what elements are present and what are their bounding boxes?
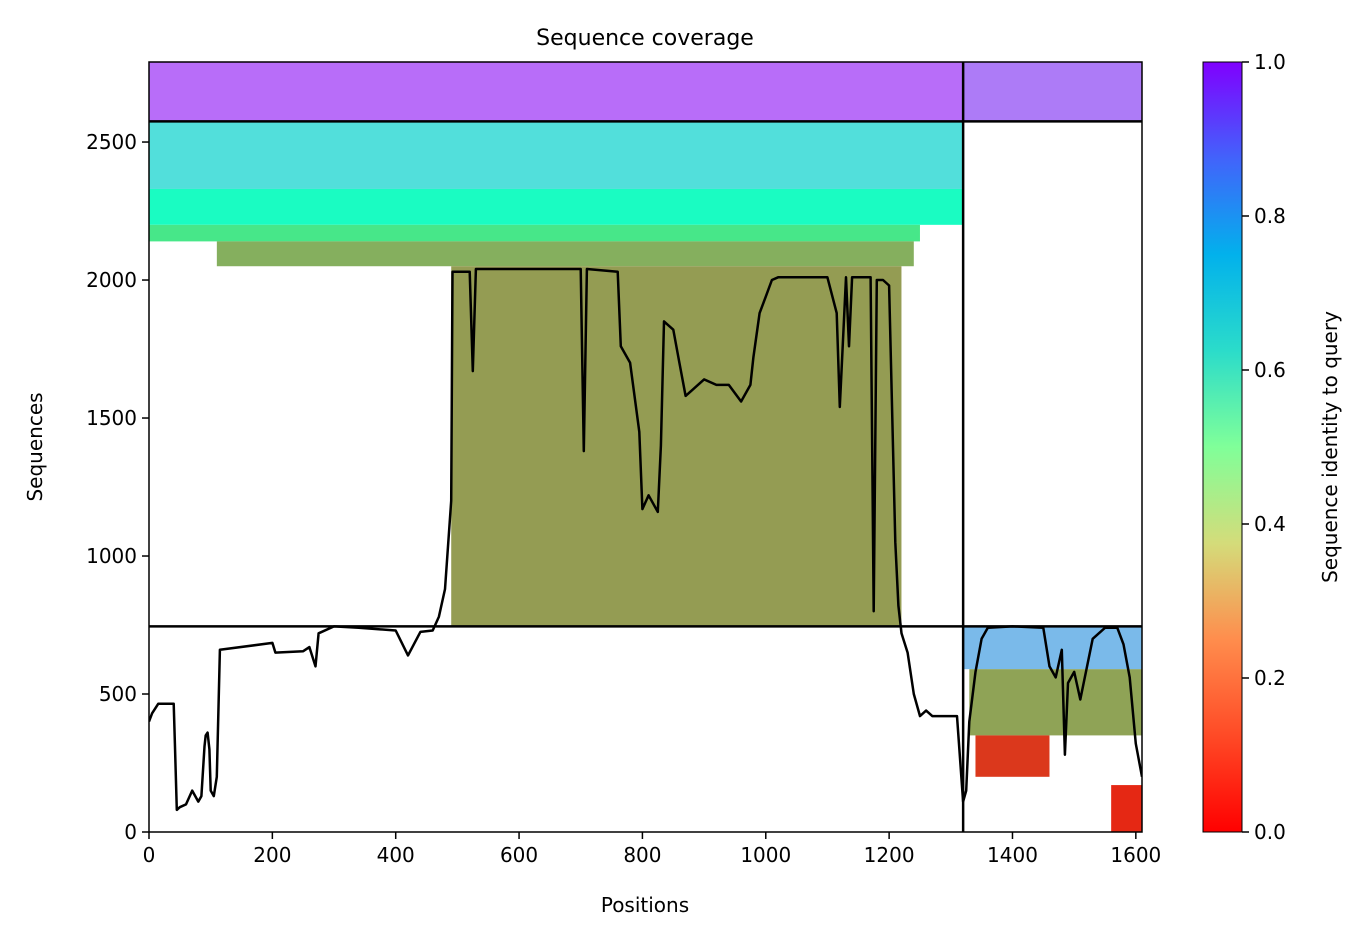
- x-tick-label: 1000: [740, 843, 791, 867]
- x-tick-label: 600: [500, 843, 538, 867]
- coverage-block-unpaired-B-high: [963, 626, 1142, 670]
- coverage-block-unpaired-B-low: [975, 735, 1050, 777]
- y-tick-label: 1000: [86, 544, 137, 568]
- colorbar: 0.0 0.2 0.4 0.6 0.8 1.0 Sequence identity to …: [1202, 50, 1342, 844]
- colorbar-tick-label: 0.2: [1254, 666, 1286, 690]
- y-tick-label: 2000: [86, 268, 137, 292]
- coverage-block-paired-chainA: [149, 62, 964, 122]
- plot-frame: [148, 61, 1143, 833]
- colorbar-gradient: [1202, 61, 1243, 833]
- coverage-block-unpaired-B-mid: [969, 669, 1142, 736]
- colorbar-tick-label: 0.4: [1254, 512, 1286, 536]
- coverage-block-unpaired-A-mid: [149, 188, 964, 225]
- colorbar-tick-label: 0.8: [1254, 204, 1286, 228]
- y-tick-label: 2500: [86, 130, 137, 154]
- x-tick-label: 1600: [1110, 843, 1161, 867]
- x-axis-label: Positions: [601, 893, 689, 917]
- chart-title: Sequence coverage: [536, 26, 754, 51]
- y-tick-label: 1500: [86, 406, 137, 430]
- x-tick-label: 1400: [987, 843, 1038, 867]
- x-tick-label: 0: [143, 843, 156, 867]
- coverage-block-unpaired-A-high: [149, 121, 964, 189]
- coverage-block-unpaired-A-yellow: [149, 224, 920, 242]
- x-tick-label: 800: [623, 843, 661, 867]
- y-tick-label: 0: [124, 820, 137, 844]
- coverage-block-unpaired-A-low: [451, 266, 902, 627]
- x-tick-label: 400: [377, 843, 415, 867]
- y-tick-label: 500: [99, 682, 137, 706]
- block-boundaries: [149, 62, 1142, 832]
- colorbar-label: Sequence identity to query: [1318, 311, 1342, 583]
- y-axis-label: Sequences: [23, 392, 47, 501]
- x-tick-label: 1200: [864, 843, 915, 867]
- coverage-block-unpaired-B-red: [1111, 785, 1142, 832]
- colorbar-tick-label: 1.0: [1254, 50, 1286, 74]
- colorbar-tick-label: 0.6: [1254, 358, 1286, 382]
- y-axis: 0 500 1000 1500 2000 2500: [86, 130, 149, 844]
- coverage-block-paired-chainB: [963, 62, 1142, 122]
- coverage-line: [149, 267, 1142, 812]
- colorbar-ticks: 0.0 0.2 0.4 0.6 0.8 1.0: [1242, 50, 1286, 844]
- colorbar-tick-label: 0.0: [1254, 820, 1286, 844]
- x-tick-label: 200: [253, 843, 291, 867]
- plot-area: [148, 61, 1143, 833]
- coverage-blocks: [149, 62, 1142, 832]
- coverage-block-unpaired-A-orange: [216, 241, 914, 267]
- x-axis: 0 200 400 600 800 1000 1200 1400 1600: [143, 832, 1161, 867]
